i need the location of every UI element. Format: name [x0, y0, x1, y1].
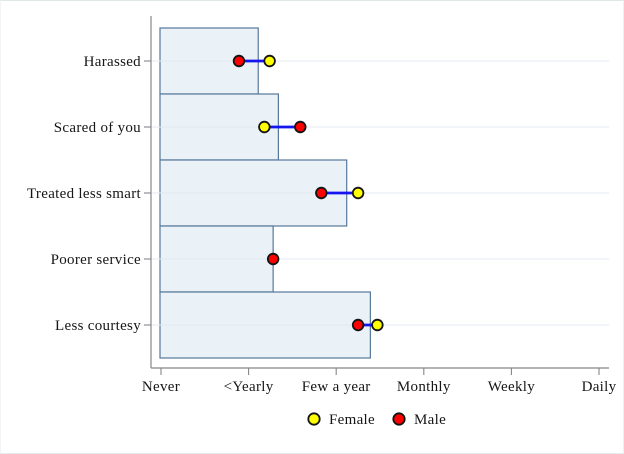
legend-label-female: Female [329, 412, 375, 428]
legend-marker-male-icon [392, 412, 406, 426]
female-dot-scared-of-you [258, 120, 271, 134]
legend-marker-female-icon [307, 412, 321, 426]
x-tick-label-yearly: <Yearly [224, 379, 274, 395]
x-tick-label-weekly: Weekly [488, 379, 535, 395]
x-tick-label-few-a-year: Few a year [302, 379, 371, 395]
female-dot-treated-less-smart [351, 186, 365, 200]
x-tick-label-never: Never [142, 379, 180, 395]
male-dot-poorer-service [266, 252, 280, 266]
category-label-treated-less-smart: Treated less smart [27, 186, 142, 202]
male-dot-scared-of-you [294, 120, 307, 134]
male-dot-treated-less-smart [315, 186, 328, 200]
category-label-poorer-service: Poorer service [51, 252, 141, 268]
x-tick-label-monthly: Monthly [397, 379, 451, 395]
category-label-harassed: Harassed [84, 54, 142, 70]
category-label-scared-of-you: Scared of you [54, 120, 141, 136]
male-dot-harassed [232, 54, 246, 68]
x-tick-label-daily: Daily [582, 379, 617, 395]
female-dot-harassed [263, 54, 276, 68]
legend-label-male: Male [414, 412, 446, 428]
female-dot-less-courtesy [371, 318, 384, 332]
male-dot-less-courtesy [351, 318, 365, 332]
category-label-less-courtesy: Less courtesy [55, 318, 141, 334]
